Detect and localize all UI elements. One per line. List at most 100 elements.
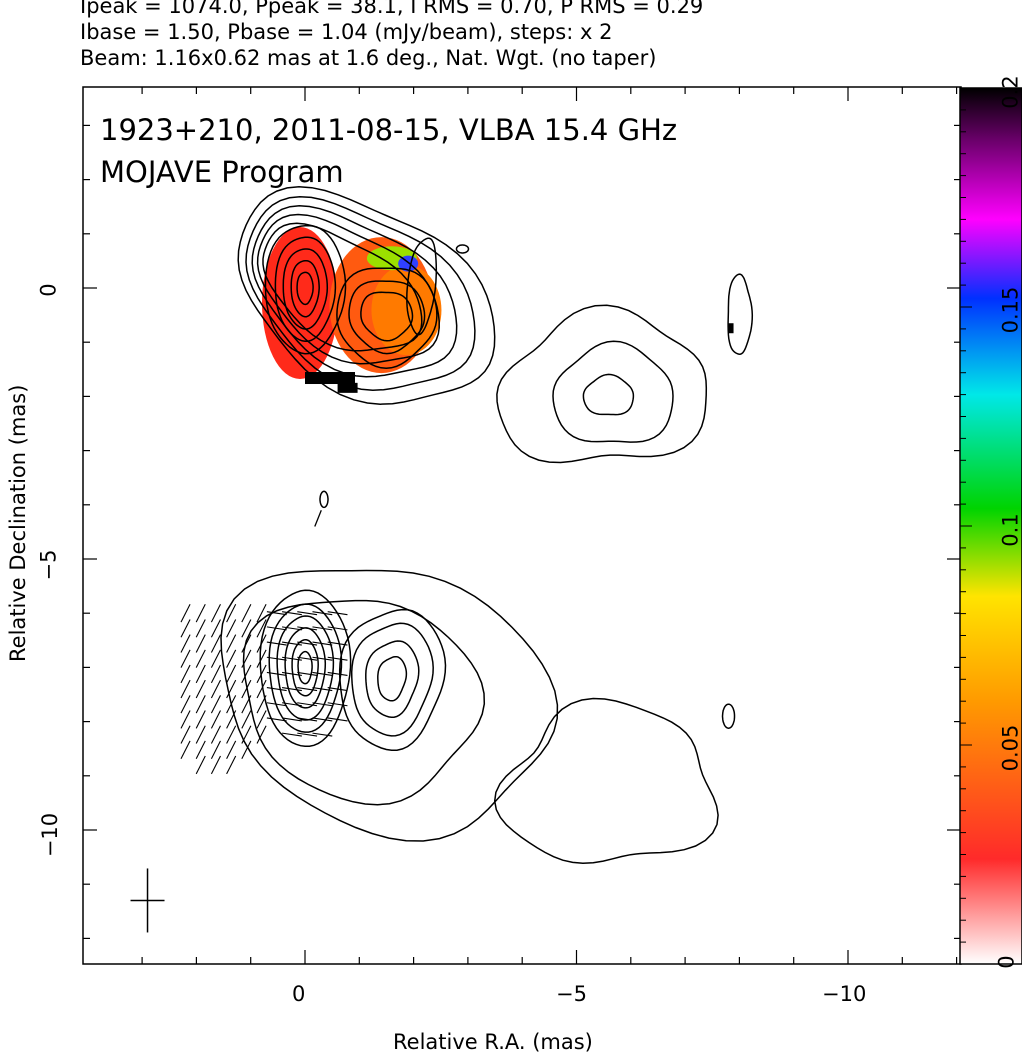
- evpa-vector: [195, 649, 206, 668]
- y-tick-label: −10: [38, 812, 63, 858]
- evpa-vector: [297, 671, 318, 676]
- y-tick-label: 0: [36, 283, 61, 297]
- pol-fraction-region: [337, 382, 358, 393]
- evpa-vector: [226, 649, 237, 668]
- evpa-vector: [180, 649, 191, 668]
- intensity-contour: [237, 186, 496, 405]
- evpa-vector: [297, 732, 318, 737]
- evpa-vector: [312, 702, 333, 707]
- program-label: MOJAVE Program: [100, 155, 344, 189]
- evpa-vector: [256, 664, 267, 684]
- intensity-contour: [377, 655, 408, 702]
- evpa-vector: [241, 619, 252, 638]
- evpa-vector: [297, 717, 318, 722]
- evpa-vector: [281, 626, 302, 631]
- evpa-vector: [256, 679, 267, 699]
- pol-fraction-region: [728, 323, 734, 334]
- evpa-vector: [312, 717, 333, 722]
- evpa-vector: [266, 687, 287, 692]
- evpa-vector: [312, 641, 333, 646]
- plot-frame: [82, 86, 962, 965]
- evpa-vector: [210, 740, 221, 759]
- evpa-vector: [226, 725, 237, 744]
- evpa-vector: [180, 740, 191, 759]
- evpa-vector: [226, 710, 237, 729]
- evpa-vector: [327, 611, 348, 616]
- intensity-contour: [493, 697, 719, 865]
- evpa-vector: [256, 725, 267, 744]
- evpa-vector: [241, 710, 252, 729]
- evpa-vector: [226, 634, 237, 653]
- evpa-vector: [266, 611, 287, 616]
- evpa-vector: [195, 695, 206, 714]
- evpa-vector: [281, 732, 302, 737]
- evpa-vector: [312, 671, 333, 676]
- evpa-vector: [226, 604, 237, 623]
- evpa-vector: [297, 626, 318, 631]
- colorbar-tick-label: 0.1: [998, 513, 1022, 547]
- evpa-vector: [256, 619, 267, 638]
- evpa-vector: [195, 755, 206, 775]
- evpa-vector: [312, 732, 333, 737]
- intensity-contour: [256, 213, 440, 365]
- evpa-vector: [241, 695, 252, 714]
- colorbar-tick-label: 0.15: [998, 286, 1022, 334]
- evpa-vector: [241, 664, 252, 684]
- evpa-vector: [210, 604, 221, 623]
- intensity-contour: [245, 195, 476, 391]
- x-tick-label: −10: [822, 982, 867, 1006]
- data-layer: [130, 186, 754, 933]
- evpa-vector: [226, 755, 237, 775]
- intensity-contour: [276, 615, 335, 721]
- evpa-vector: [266, 671, 287, 676]
- evpa-vector: [281, 656, 302, 661]
- evpa-vector: [241, 649, 252, 668]
- evpa-vector: [327, 641, 348, 646]
- y-tick-label: −5: [36, 549, 61, 581]
- evpa-vector: [266, 656, 287, 661]
- pol-fraction-region: [371, 265, 442, 356]
- colorbar-ticks: [960, 87, 972, 965]
- intensity-contour: [350, 622, 434, 737]
- evpa-vector: [226, 695, 237, 714]
- intensity-contour: [721, 703, 736, 729]
- evpa-vector: [281, 717, 302, 722]
- intensity-contour: [552, 340, 674, 443]
- evpa-vector: [180, 634, 191, 653]
- intensity-contour: [259, 589, 352, 748]
- evpa-vector: [195, 710, 206, 729]
- evpa-vector: [281, 687, 302, 692]
- evpa-vector: [210, 634, 221, 653]
- intensity-contour: [268, 603, 343, 733]
- evpa-vector: [281, 611, 302, 616]
- evpa-vector: [195, 604, 206, 623]
- evpa-vector: [195, 725, 206, 744]
- evpa-vector: [327, 717, 348, 722]
- intensity-contour: [296, 271, 314, 306]
- evpa-vector: [210, 649, 221, 668]
- evpa-vector: [180, 695, 191, 714]
- evpa-vector: [266, 702, 287, 707]
- evpa-vector: [312, 656, 333, 661]
- intensity-contour: [291, 638, 319, 697]
- colorbar-tick-label: 0: [994, 955, 1019, 969]
- evpa-vector: [297, 656, 318, 661]
- evpa-vector: [210, 619, 221, 638]
- x-axis-label: Relative R.A. (mas): [393, 1030, 593, 1054]
- intensity-contour: [242, 599, 486, 806]
- colorbar-tick-label: 0.05: [998, 724, 1022, 772]
- evpa-vector: [241, 604, 252, 623]
- intensity-contour: [582, 373, 635, 416]
- intensity-contour: [365, 640, 420, 719]
- evpa-vector: [195, 679, 206, 699]
- evpa-vector: [210, 710, 221, 729]
- evpa-vector: [256, 604, 267, 623]
- intensity-contour: [274, 236, 337, 343]
- intensity-contour: [727, 273, 754, 355]
- y-axis-label: Relative Declination (mas): [6, 384, 30, 662]
- evpa-vector: [210, 755, 221, 775]
- evpa-vector: [256, 634, 267, 653]
- evpa-vector: [195, 740, 206, 759]
- evpa-vector: [226, 740, 237, 759]
